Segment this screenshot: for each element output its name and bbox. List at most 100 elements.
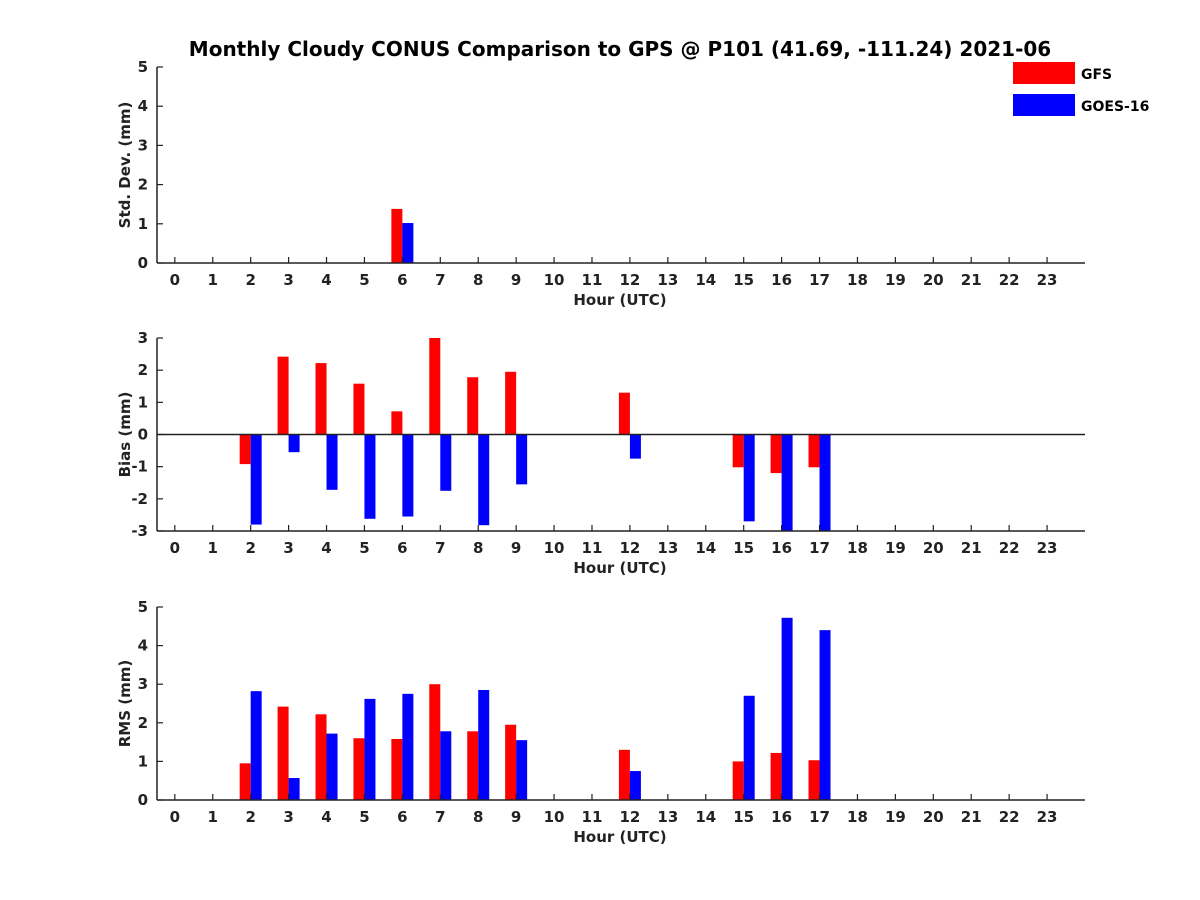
bar-gfs-hour-12 (618, 392, 630, 435)
x-tick-label: 13 (657, 539, 678, 557)
bar-goes16-hour-5 (364, 698, 376, 800)
bar-goes16-hour-4 (326, 733, 338, 800)
bar-goes16-hour-6 (402, 223, 414, 263)
y-tick-label: 5 (138, 58, 148, 76)
x-tick-label: 8 (473, 539, 483, 557)
bar-gfs-hour-7 (429, 684, 441, 800)
x-tick-label: 23 (1037, 539, 1058, 557)
x-tick-label: 3 (283, 271, 293, 289)
y-tick-label: -3 (131, 522, 148, 540)
x-tick-label: 5 (359, 271, 369, 289)
bar-goes16-hour-4 (326, 434, 338, 490)
x-tick-label: 17 (809, 539, 830, 557)
x-tick-label: 11 (582, 271, 603, 289)
bar-goes16-hour-5 (364, 434, 376, 519)
x-tick-label: 19 (885, 808, 906, 826)
bar-gfs-hour-6 (391, 208, 403, 263)
x-tick-label: 6 (397, 271, 407, 289)
bar-gfs-hour-6 (391, 739, 403, 800)
x-tick-label: 16 (771, 539, 792, 557)
x-tick-label: 22 (999, 539, 1020, 557)
x-tick-label: 15 (733, 539, 754, 557)
bar-gfs-hour-15 (732, 761, 744, 800)
chart-title: Monthly Cloudy CONUS Comparison to GPS @… (189, 37, 1051, 61)
y-axis-label: Bias (mm) (116, 392, 134, 478)
legend-label-0: GFS (1081, 67, 1112, 83)
y-tick-label: 4 (138, 97, 148, 115)
x-tick-label: 6 (397, 539, 407, 557)
x-tick-label: 9 (511, 808, 521, 826)
y-tick-label: 1 (138, 393, 148, 411)
x-axis-label: Hour (UTC) (573, 291, 666, 309)
x-axis-label: Hour (UTC) (573, 559, 666, 577)
bar-gfs-hour-12 (618, 749, 630, 800)
x-tick-label: 18 (847, 539, 868, 557)
y-tick-label: 3 (138, 136, 148, 154)
x-tick-label: 0 (170, 271, 180, 289)
y-tick-label: 4 (138, 637, 148, 655)
bar-goes16-hour-6 (402, 693, 414, 800)
x-tick-label: 2 (245, 539, 255, 557)
bar-goes16-hour-17 (819, 434, 831, 531)
bar-gfs-hour-2 (239, 763, 251, 800)
bar-goes16-hour-9 (516, 434, 528, 485)
x-tick-label: 12 (619, 808, 640, 826)
x-tick-label: 11 (582, 808, 603, 826)
bar-goes16-hour-15 (743, 695, 755, 800)
bar-goes16-hour-8 (478, 689, 490, 800)
bar-gfs-hour-8 (467, 731, 479, 800)
y-tick-label: 0 (138, 791, 148, 809)
x-tick-label: 4 (321, 808, 331, 826)
x-tick-label: 20 (923, 539, 944, 557)
bar-gfs-hour-4 (315, 363, 327, 435)
x-tick-label: 18 (847, 808, 868, 826)
x-tick-label: 23 (1037, 808, 1058, 826)
x-tick-label: 23 (1037, 271, 1058, 289)
bar-gfs-hour-17 (808, 760, 820, 800)
x-tick-label: 19 (885, 271, 906, 289)
bar-gfs-hour-3 (277, 706, 289, 800)
bar-goes16-hour-12 (629, 434, 641, 459)
bar-goes16-hour-3 (288, 777, 300, 800)
x-tick-label: 20 (923, 271, 944, 289)
bar-goes16-hour-7 (440, 434, 452, 491)
y-axis-label: RMS (mm) (116, 660, 134, 747)
bar-gfs-hour-17 (808, 434, 820, 468)
x-tick-label: 10 (544, 271, 565, 289)
x-tick-label: 16 (771, 271, 792, 289)
x-tick-label: 3 (283, 808, 293, 826)
bar-gfs-hour-9 (505, 724, 517, 800)
bar-goes16-hour-12 (629, 771, 641, 800)
bar-goes16-hour-2 (250, 691, 262, 800)
x-tick-label: 2 (245, 808, 255, 826)
y-tick-label: 0 (138, 426, 148, 444)
bar-goes16-hour-16 (781, 434, 793, 531)
x-tick-label: 10 (544, 539, 565, 557)
bar-goes16-hour-8 (478, 434, 490, 526)
x-tick-label: 11 (582, 539, 603, 557)
x-tick-label: 18 (847, 271, 868, 289)
x-tick-label: 21 (961, 271, 982, 289)
x-tick-label: 22 (999, 808, 1020, 826)
x-tick-label: 15 (733, 808, 754, 826)
bar-gfs-hour-7 (429, 338, 441, 435)
x-tick-label: 1 (208, 808, 218, 826)
x-tick-label: 8 (473, 271, 483, 289)
x-tick-label: 5 (359, 808, 369, 826)
y-tick-label: 2 (138, 714, 148, 732)
bar-gfs-hour-2 (239, 434, 251, 465)
x-tick-label: 21 (961, 539, 982, 557)
x-tick-label: 13 (657, 808, 678, 826)
x-tick-label: 9 (511, 539, 521, 557)
x-tick-label: 9 (511, 271, 521, 289)
x-tick-label: 12 (619, 539, 640, 557)
bar-gfs-hour-5 (353, 383, 365, 435)
bar-goes16-hour-2 (250, 434, 262, 525)
bar-goes16-hour-17 (819, 630, 831, 800)
x-tick-label: 22 (999, 271, 1020, 289)
